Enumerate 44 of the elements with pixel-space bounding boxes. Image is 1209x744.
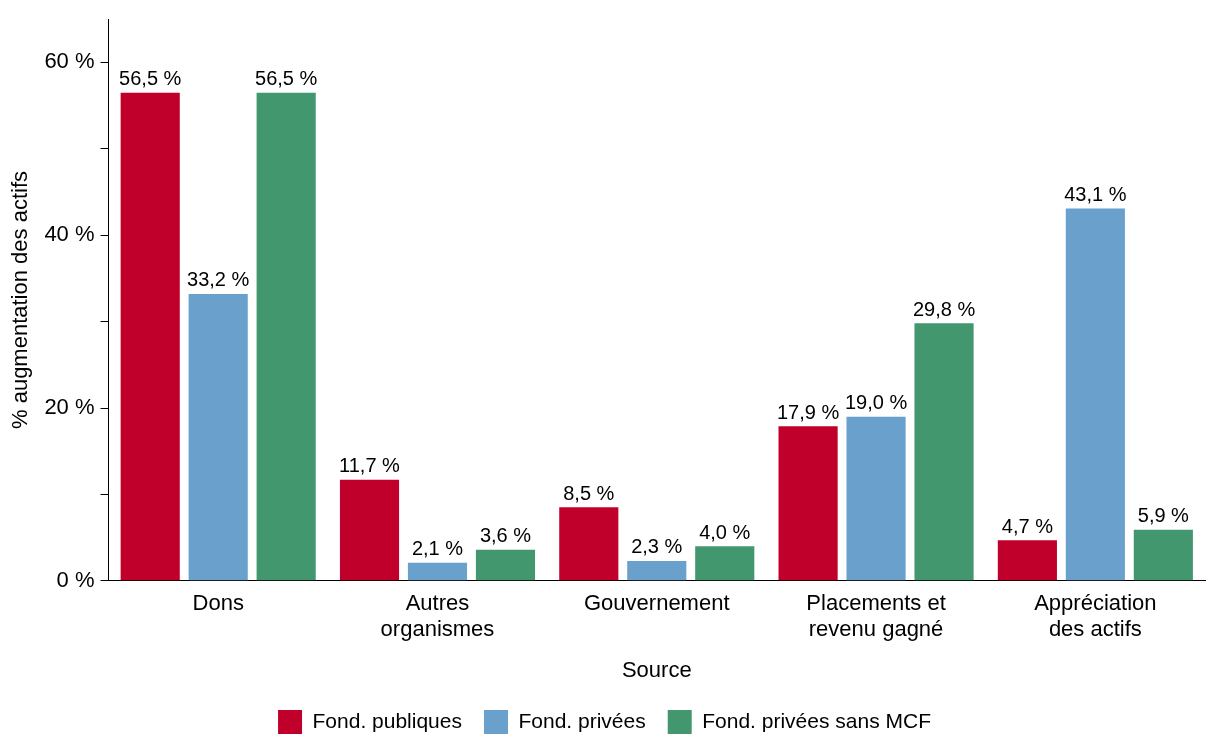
bar bbox=[778, 426, 838, 581]
bar bbox=[120, 92, 180, 581]
x-tick-label: Gouvernement bbox=[584, 590, 730, 616]
y-tick-label: 20 % bbox=[44, 394, 95, 420]
data-label: 4,0 % bbox=[699, 520, 751, 543]
bar bbox=[695, 546, 755, 581]
bar bbox=[407, 562, 468, 581]
y-axis-title: % augmentation des actifs bbox=[7, 170, 33, 430]
data-label: 43,1 % bbox=[1064, 182, 1127, 205]
x-axis-title: Source bbox=[621, 656, 692, 682]
data-label: 8,5 % bbox=[563, 481, 615, 504]
data-label: 19,0 % bbox=[844, 391, 908, 414]
bar bbox=[627, 560, 687, 581]
bar bbox=[997, 540, 1057, 581]
bar bbox=[1133, 529, 1193, 581]
legend-label: Fond. privées bbox=[518, 708, 646, 732]
data-label: 5,9 % bbox=[1137, 504, 1190, 527]
bar bbox=[914, 323, 974, 581]
bar bbox=[846, 416, 906, 581]
x-tick-label: Dons bbox=[192, 590, 244, 616]
x-tick-label: Appréciation des actifs bbox=[1034, 590, 1157, 642]
data-label: 33,2 % bbox=[187, 268, 250, 291]
y-tick-label: 0 % bbox=[56, 566, 95, 592]
y-tick-label: 40 % bbox=[44, 221, 95, 247]
data-label: 11,7 % bbox=[339, 454, 401, 477]
y-tick-label: 60 % bbox=[44, 48, 95, 74]
x-tick-label: Autres organismes bbox=[380, 590, 495, 642]
legend-label: Fond. privées sans MCF bbox=[702, 708, 931, 732]
bar bbox=[1065, 208, 1125, 581]
data-label: 4,7 % bbox=[1001, 514, 1054, 537]
legend-label: Fond. publiques bbox=[312, 708, 462, 732]
x-tick-label: Placements et revenu gagné bbox=[806, 590, 946, 642]
bar bbox=[475, 549, 536, 581]
data-label: 56,5 % bbox=[119, 67, 182, 90]
data-label: 3,6 % bbox=[479, 524, 532, 547]
bar bbox=[188, 293, 248, 581]
data-label: 56,5 % bbox=[255, 67, 318, 90]
data-label: 29,8 % bbox=[912, 297, 976, 320]
data-label: 17,9 % bbox=[776, 400, 840, 423]
bar bbox=[339, 479, 400, 581]
bar bbox=[559, 507, 619, 581]
data-label: 2,3 % bbox=[631, 535, 683, 558]
data-label: 2,1 % bbox=[411, 537, 464, 560]
bar bbox=[256, 92, 316, 581]
